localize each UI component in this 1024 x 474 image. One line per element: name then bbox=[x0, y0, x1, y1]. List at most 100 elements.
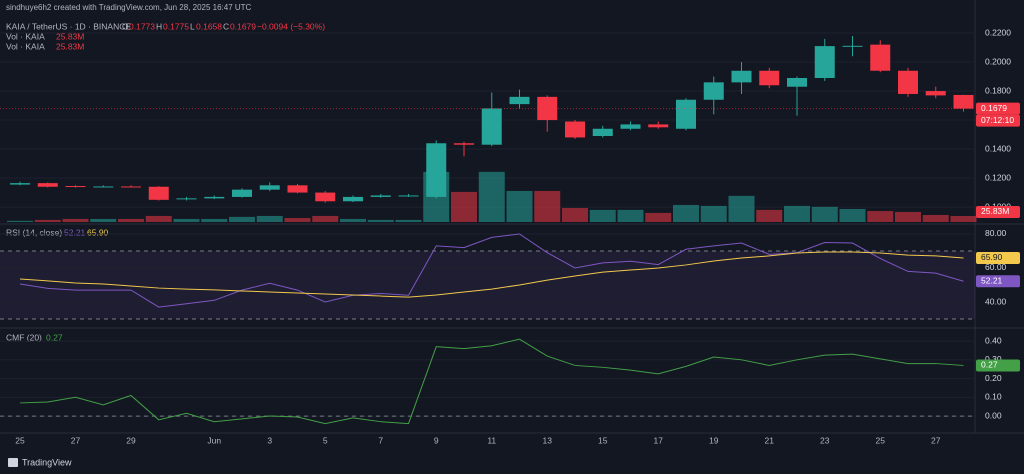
volume-value: 25.83M bbox=[56, 31, 84, 41]
volume-bar bbox=[922, 215, 949, 222]
x-tick-label: 25 bbox=[15, 435, 25, 445]
rsi-value: 52.21 bbox=[64, 227, 86, 237]
x-tick-label: 11 bbox=[487, 435, 496, 445]
series-line bbox=[19, 338, 964, 425]
candle-body bbox=[121, 186, 141, 188]
candle-body bbox=[842, 45, 863, 47]
y-tick-label: 0.2000 bbox=[985, 56, 1011, 66]
volume-bar bbox=[645, 212, 672, 222]
y-tick-label: 40.00 bbox=[985, 296, 1007, 306]
volume-bar bbox=[284, 218, 311, 222]
x-tick-label: 3 bbox=[267, 435, 272, 445]
candle-body bbox=[953, 94, 974, 109]
candle-body bbox=[10, 183, 30, 185]
y-tick-label: 0.2200 bbox=[985, 27, 1011, 37]
x-tick-label: 15 bbox=[598, 435, 608, 445]
volume-bar bbox=[839, 208, 866, 222]
x-tick-label: 9 bbox=[434, 435, 439, 445]
cmf-title: CMF (20) bbox=[6, 332, 42, 342]
volume-bar bbox=[90, 218, 117, 222]
volume-bar bbox=[62, 218, 89, 222]
series-line bbox=[19, 233, 964, 308]
x-tick-label: 19 bbox=[709, 435, 719, 445]
candle-body bbox=[398, 195, 419, 197]
last-value-label-box bbox=[976, 251, 1020, 264]
volume-bar bbox=[118, 218, 144, 222]
last-value-label: 52.21 bbox=[981, 275, 1003, 285]
rsi-ma-value: 65.90 bbox=[87, 227, 109, 237]
candle-body bbox=[620, 124, 641, 129]
volume-bar bbox=[895, 211, 921, 222]
x-tick-label: 5 bbox=[323, 435, 328, 445]
x-tick-label: 25 bbox=[876, 435, 886, 445]
volume-bar bbox=[34, 219, 61, 222]
ohlc-label: H bbox=[156, 21, 162, 31]
volume-bar bbox=[617, 209, 644, 222]
candle-body bbox=[259, 185, 280, 190]
volume-bar bbox=[367, 219, 394, 222]
y-tick-label: 0.1800 bbox=[985, 85, 1011, 95]
x-tick-label: 29 bbox=[126, 435, 136, 445]
volume-bar bbox=[728, 195, 755, 222]
ohlc-value: 0.1679 bbox=[230, 21, 256, 31]
candle-body bbox=[481, 108, 502, 145]
x-tick-label: 23 bbox=[820, 435, 830, 445]
volume-bar bbox=[173, 218, 200, 222]
volume-bar bbox=[673, 204, 699, 222]
candle-body bbox=[148, 186, 169, 200]
x-tick-label: 7 bbox=[378, 435, 383, 445]
candle-body bbox=[65, 186, 86, 188]
last-price-label: 0.1679 bbox=[981, 103, 1007, 113]
countdown-box bbox=[976, 114, 1020, 127]
y-tick-label: 0.00 bbox=[985, 410, 1002, 420]
candle-body bbox=[204, 196, 225, 199]
volume-bar bbox=[534, 190, 561, 222]
volume-bar bbox=[506, 190, 533, 222]
volume-bar bbox=[478, 171, 505, 222]
volume-bar bbox=[145, 215, 172, 222]
candle-body bbox=[898, 70, 918, 94]
volume-bar bbox=[589, 209, 616, 222]
candle-body bbox=[925, 91, 946, 96]
symbol: KAIA / TetherUS · 1D · BINANCE bbox=[6, 21, 131, 31]
volume-value: 25.83M bbox=[56, 41, 84, 51]
countdown: 07:12:10 bbox=[981, 115, 1014, 125]
volume-bar bbox=[229, 216, 255, 222]
last-value-label-box bbox=[976, 275, 1020, 288]
y-tick-label: 60.00 bbox=[985, 262, 1007, 272]
volume-label-box bbox=[976, 205, 1020, 218]
last-value-label: 0.27 bbox=[981, 360, 998, 370]
rsi-title: RSI (14, close) bbox=[6, 227, 62, 237]
candle-body bbox=[426, 143, 447, 197]
candle-body bbox=[703, 82, 724, 100]
candle-body bbox=[287, 185, 308, 193]
y-tick-label: 0.1200 bbox=[985, 172, 1011, 182]
x-tick-label: 21 bbox=[765, 435, 775, 445]
candle-body bbox=[565, 121, 585, 138]
candle-body bbox=[315, 192, 336, 202]
x-tick-label: 27 bbox=[931, 435, 941, 445]
volume-bar bbox=[7, 220, 33, 222]
volume-bar bbox=[201, 218, 228, 222]
candle-body bbox=[370, 195, 391, 197]
volume-legend: Vol · KAIA bbox=[6, 41, 45, 51]
volume-bar bbox=[395, 219, 422, 222]
volume-bar bbox=[700, 205, 727, 222]
candle-body bbox=[592, 128, 613, 137]
candle-body bbox=[870, 44, 891, 71]
y-tick-label: 0.40 bbox=[985, 335, 1002, 345]
volume-legend: Vol · KAIA bbox=[6, 31, 45, 41]
x-tick-label: 27 bbox=[71, 435, 81, 445]
candle-body bbox=[787, 78, 807, 87]
candle-body bbox=[676, 99, 696, 129]
rsi-band bbox=[0, 250, 975, 320]
y-tick-label: 0.10 bbox=[985, 392, 1002, 402]
candle-body bbox=[343, 196, 363, 202]
ohlc-value: 0.1773 bbox=[129, 21, 155, 31]
candle-body bbox=[759, 70, 780, 86]
volume-bar bbox=[256, 215, 283, 222]
candle-body bbox=[814, 46, 835, 79]
volume-label: 25.83M bbox=[981, 206, 1009, 216]
